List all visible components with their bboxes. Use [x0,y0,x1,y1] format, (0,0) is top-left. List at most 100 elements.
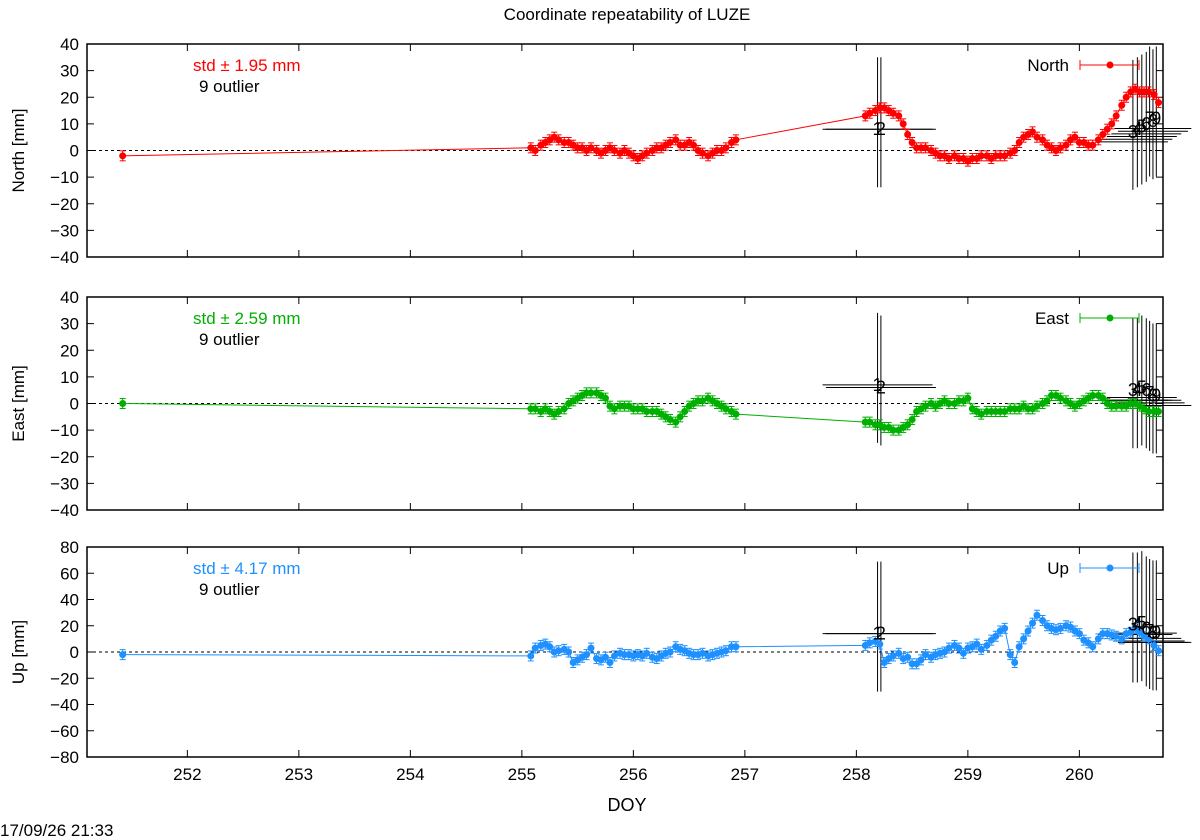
east-data-point [672,418,680,426]
up-data-point [1145,635,1153,643]
north-ytick-label: −40 [50,248,79,267]
up-data-point [866,639,874,647]
up-data-point [1075,630,1083,638]
east-data-point [698,397,706,405]
east-data-point [560,405,568,413]
north-data-point [1145,88,1153,96]
up-data-point [977,645,985,653]
up-ytick-label: −60 [50,722,79,741]
up-data-point [1020,635,1028,643]
up-data-point [643,649,651,657]
up-data-point [959,649,967,657]
east-data-point [945,400,953,407]
up-outlier-label: 9 [1151,622,1161,642]
east-data-point [681,407,689,415]
north-ytick-label: −30 [50,221,79,240]
north-ytick-label: −10 [50,168,79,187]
up-data-point [904,653,912,661]
up-data-point [555,647,563,655]
x-tick-label: 253 [285,765,313,784]
east-data-point [1033,402,1041,410]
east-data-point [921,402,929,410]
up-data-point [531,644,539,652]
east-data-point [676,413,684,421]
east-legend-marker [1106,314,1114,322]
up-data-point [1011,659,1019,666]
east-outlier-count: 9 outlier [199,330,260,349]
north-outlier-label: 5 [1137,117,1147,137]
east-ytick-label: −30 [50,474,79,493]
north-outlier-label: 7 [1145,109,1155,129]
up-data-point [565,648,573,656]
north-outlier-label: 4 [1132,119,1142,139]
up-data-point [119,651,127,659]
up-data-point [955,644,963,652]
up-data-point [921,651,929,659]
up-data-point [1024,627,1032,635]
up-outlier-label: 8 [1148,622,1158,642]
north-data-point [1108,120,1116,128]
up-data-point [698,649,706,657]
north-data-point [889,109,897,117]
chart-title: Coordinate repeatability of LUZE [504,5,751,24]
up-data-point [610,652,618,660]
east-outlier-label: 3 [1128,380,1138,400]
up-outlier-label: 1 [873,624,883,644]
north-data-point [1122,93,1130,101]
north-ytick-label: 20 [60,88,79,107]
east-data-point [964,394,972,402]
north-data-point [1112,112,1120,120]
up-data-point [945,644,953,652]
up-data-point [1001,624,1009,632]
up-plot-frame [86,546,1164,758]
east-data-point [643,407,651,415]
north-legend-marker [1106,61,1114,69]
up-data-point [606,659,614,666]
up-ytick-label: 80 [60,538,79,557]
north-data-point [672,136,680,144]
east-data-point [1112,402,1120,410]
north-data-point [904,131,912,139]
up-data-point [546,643,554,651]
up-outlier-label: 3 [1128,614,1138,634]
east-data-point [531,405,539,413]
north-outlier-label: 2 [876,119,886,139]
north-data-point [666,139,674,147]
up-data-point [1039,617,1047,624]
x-tick-label: 260 [1065,765,1093,784]
east-data-point [1099,394,1107,402]
north-outlier-label: 1 [873,119,883,139]
x-tick-label: 254 [396,765,424,784]
up-ytick-label: 20 [60,617,79,636]
north-data-point [1118,101,1126,109]
east-data-point [666,415,674,423]
up-legend-marker [1106,564,1114,572]
up-data-point [722,647,730,655]
east-data-point [555,407,563,415]
east-data-point [587,389,595,397]
up-outlier-label: 4 [1132,614,1142,634]
north-std-label: std ± 1.95 mm [193,56,301,75]
north-ytick-label: 40 [60,35,79,54]
up-data-point [1015,643,1023,651]
east-data-point [1089,392,1097,400]
east-plot-frame [86,296,1164,511]
east-data-point [601,394,609,402]
north-data-point [732,136,740,144]
up-data-point [876,640,884,648]
east-ytick-label: 40 [60,288,79,307]
north-data-point [899,120,907,128]
x-tick-label: 255 [508,765,536,784]
north-data-point [1011,147,1019,154]
east-data-point [1155,407,1163,415]
up-data-point [1094,635,1102,643]
up-data-point [1029,619,1037,627]
up-ytick-label: 0 [70,643,79,662]
up-data-point [983,641,991,649]
east-outlier-label: 6 [1141,380,1151,400]
east-data-point [1043,397,1051,405]
up-std-label: std ± 4.17 mm [193,559,301,578]
